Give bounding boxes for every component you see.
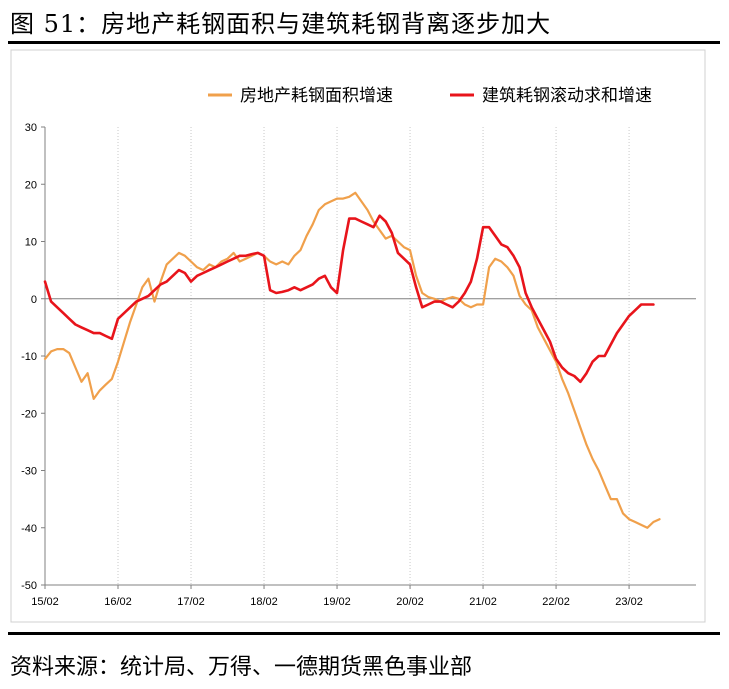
series-line-0 [43, 191, 661, 529]
source-note: 资料来源：统计局、万得、一德期货黑色事业部 [10, 655, 473, 680]
x-tick-label: 21/02 [469, 596, 497, 608]
chart-container: -50 -40 -30 -20 -10 0 10 20 30 15/02 16/02 17/02 18/… [10, 49, 706, 623]
x-tick-label: 22/02 [542, 596, 570, 608]
y-tick-label: 30 [25, 122, 37, 134]
x-tick-label: 23/02 [615, 596, 643, 608]
y-tick-label: -50 [21, 580, 37, 592]
y-tick-label: -40 [21, 523, 37, 535]
x-tick-label: 16/02 [104, 596, 132, 608]
series-line-1 [43, 214, 655, 384]
bottom-rule [8, 632, 720, 635]
y-tick-label: -30 [21, 466, 37, 478]
x-tick-label: 15/02 [31, 596, 59, 608]
legend-label-1: 建筑耗钢滚动求和增速 [482, 86, 652, 105]
x-tick-label: 19/02 [323, 596, 351, 608]
y-tick-label: -20 [21, 408, 37, 420]
line-chart: -50 -40 -30 -20 -10 0 10 20 30 15/02 16/02 17/02 18/… [10, 49, 706, 623]
chart-frame [10, 49, 706, 623]
y-tick-label: -10 [21, 351, 37, 363]
y-tick-label: 10 [25, 237, 37, 249]
legend-label-0: 房地产耗钢面积增速 [240, 86, 393, 105]
x-tick-label: 20/02 [396, 596, 424, 608]
x-tick-label: 17/02 [177, 596, 205, 608]
figure-title: 图 51：房地产耗钢面积与建筑耗钢背离逐步加大 [10, 10, 552, 38]
x-tick-label: 18/02 [250, 596, 278, 608]
y-tick-label: 20 [25, 179, 37, 191]
top-rule [8, 41, 720, 44]
y-tick-label: 0 [31, 294, 37, 306]
